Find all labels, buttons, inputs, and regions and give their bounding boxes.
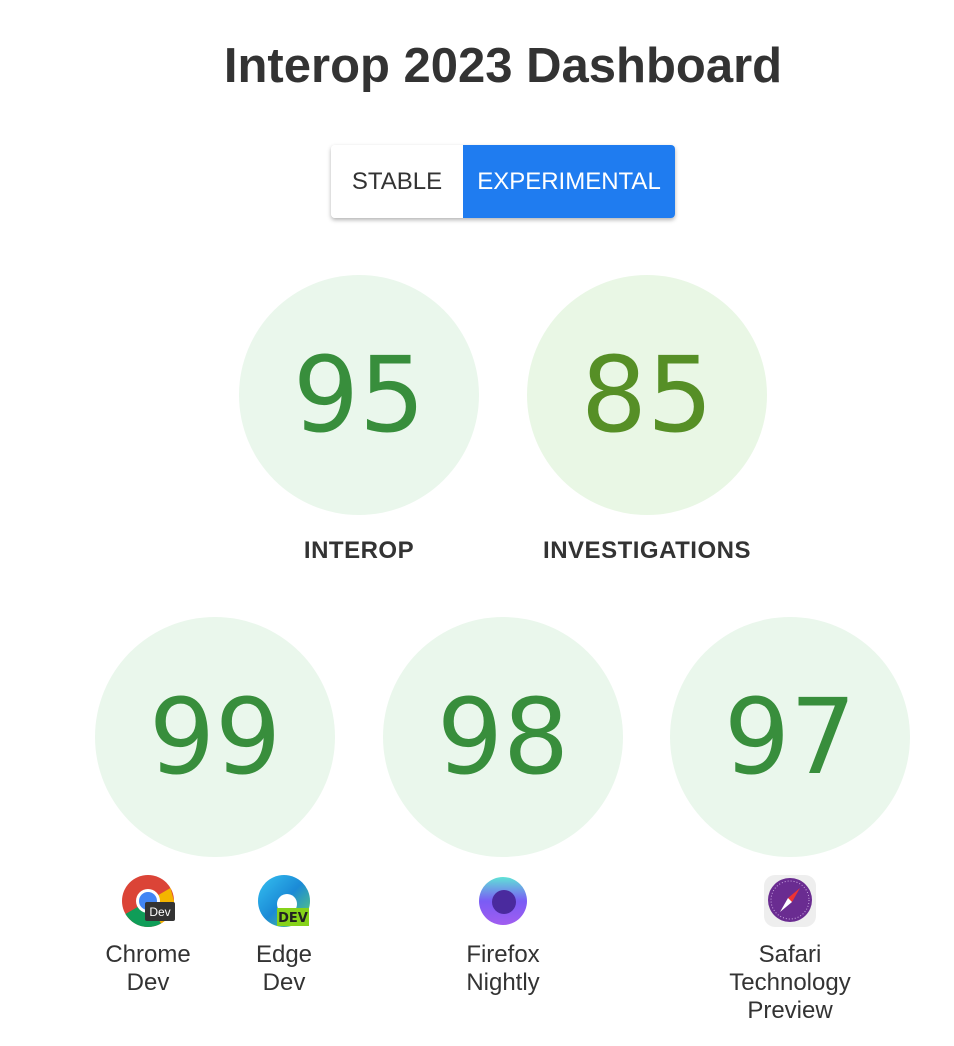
firefox-score: 98 [383, 617, 623, 857]
browser-name: Edge [255, 941, 313, 968]
safari-technology-preview-icon [764, 875, 816, 927]
browser-channel: Preview [747, 997, 833, 1024]
svg-text:DEV: DEV [278, 911, 308, 926]
chrome-edge-score: 99 [95, 617, 335, 857]
browser-channel: Dev [262, 969, 306, 996]
interop-score: 95 [239, 275, 479, 515]
browser-label-safari-tp: Safari Technology Preview [705, 941, 875, 1025]
investigations-label: INVESTIGATIONS [543, 537, 751, 564]
browser-label-edge-dev: Edge Dev [209, 941, 359, 997]
chrome-dev-icon: Dev [122, 875, 175, 927]
investigations-score: 85 [527, 275, 767, 515]
stable-button[interactable]: STABLE [331, 145, 463, 218]
browser-name: Chrome [105, 941, 191, 968]
svg-text:Dev: Dev [149, 905, 170, 919]
channel-toggle: STABLE EXPERIMENTAL [331, 145, 675, 218]
browser-channel: Dev [126, 969, 170, 996]
browser-name: Safari [758, 941, 822, 968]
edge-dev-icon: DEV [258, 875, 310, 927]
browser-label-chrome-dev: Chrome Dev [73, 941, 223, 997]
browser-channel: Nightly [466, 969, 540, 996]
safari-score: 97 [670, 617, 910, 857]
browser-label-firefox-nightly: Firefox Nightly [428, 941, 578, 997]
browser-name: Firefox [466, 941, 540, 968]
firefox-nightly-icon [479, 877, 527, 925]
browser-channel: Technology [729, 969, 851, 996]
experimental-button[interactable]: EXPERIMENTAL [463, 145, 675, 218]
interop-label: INTEROP [303, 537, 415, 564]
page-title: Interop 2023 Dashboard [223, 39, 783, 93]
